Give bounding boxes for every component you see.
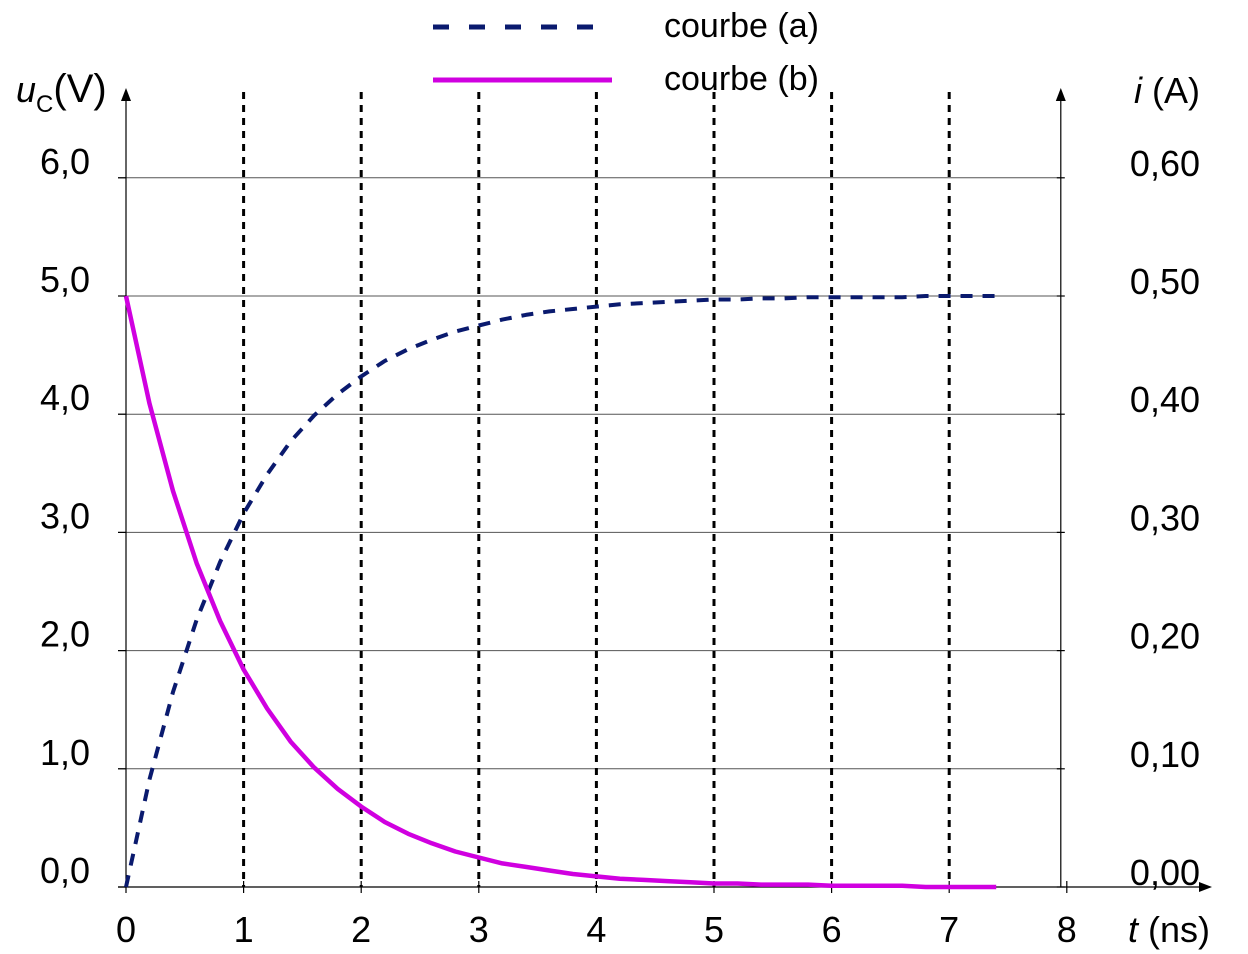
- x-tick-label: 5: [704, 909, 724, 950]
- legend-label-a: courbe (a): [664, 7, 819, 45]
- x-tick-label: 0: [116, 909, 136, 950]
- y-right-axis-arrow: [1055, 88, 1066, 101]
- y-right-axis-label: i (A): [1134, 70, 1200, 111]
- y-right-tick-label: 0,00: [1130, 852, 1200, 893]
- series-b-line: [123, 295, 997, 890]
- y-left-tick-label: 2,0: [40, 614, 90, 655]
- y-right-tick-label: 0,30: [1130, 497, 1200, 538]
- x-tick-label: 2: [351, 909, 371, 950]
- axes: [118, 88, 1212, 893]
- y-left-axis-arrow: [121, 88, 131, 101]
- y-right-tick-label: 0,50: [1130, 261, 1200, 302]
- legend-label-b: courbe (b): [664, 60, 819, 98]
- vertical-dashed-gridlines: [242, 92, 951, 887]
- x-tick-label: 8: [1057, 909, 1077, 950]
- tick-labels: 0 1 2 3 4 5 6 7 8 0,0 1,0 2,0 3,0 4,0 5,0 6,0 0,00 0,10 0,…: [40, 141, 1200, 950]
- x-axis-label: t (ns): [1128, 909, 1210, 950]
- y-left-tick-label: 0,0: [40, 850, 90, 891]
- horizontal-gridlines: [118, 177, 1061, 770]
- series-layer: [123, 294, 997, 890]
- x-tick-label: 7: [939, 909, 959, 950]
- x-axis-arrow: [1199, 882, 1212, 892]
- y-right-tick-label: 0,20: [1130, 616, 1200, 657]
- y-right-tick-label: 0,40: [1130, 379, 1200, 420]
- x-tick-label: 6: [822, 909, 842, 950]
- y-left-tick-label: 3,0: [40, 495, 90, 536]
- y-left-tick-label: 5,0: [40, 259, 90, 300]
- x-tick-label: 4: [586, 909, 606, 950]
- x-tick-label: 1: [234, 909, 254, 950]
- series-a-line: [124, 294, 997, 888]
- y-left-tick-label: 6,0: [40, 141, 90, 182]
- x-tick-label: 3: [469, 909, 489, 950]
- y-left-axis-label: uC(V): [16, 67, 107, 118]
- y-left-tick-label: 4,0: [40, 377, 90, 418]
- y-right-tick-label: 0,60: [1130, 143, 1200, 184]
- legend: courbe (a) courbe (b): [433, 7, 819, 98]
- y-left-tick-label: 1,0: [40, 732, 90, 773]
- y-right-tick-label: 0,10: [1130, 734, 1200, 775]
